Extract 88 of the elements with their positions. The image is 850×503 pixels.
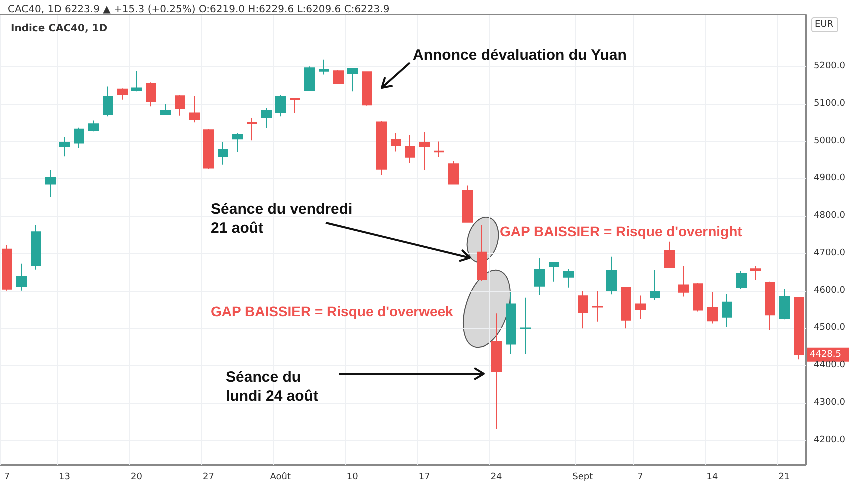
x-tick-label: 24 (490, 472, 503, 482)
candlestick (693, 282, 703, 312)
candlestick (448, 160, 459, 186)
x-tick-label: 21 (778, 472, 790, 482)
candlestick (779, 288, 790, 320)
candlestick (146, 82, 156, 108)
candlestick (434, 141, 444, 158)
candlestick (203, 128, 214, 170)
candlestick (247, 118, 257, 142)
candlestick (462, 185, 473, 224)
y-tick-label: 4400.0 (814, 360, 846, 371)
candlestick (131, 70, 142, 92)
candlestick (103, 86, 113, 118)
text: EUR (815, 20, 834, 30)
annotation: GAP BAISSIER = Risque d'overnight (500, 224, 743, 240)
annotation: GAP BAISSIER = Risque d'overweek (211, 304, 454, 320)
annotation: Annonce dévaluation du Yuan (413, 47, 627, 64)
y-tick-label: 4200.0 (814, 435, 846, 446)
x-tick-label: 13 (59, 472, 70, 482)
x-tick-label: 14 (706, 472, 718, 482)
candlestick (722, 294, 732, 328)
candlestick (117, 88, 128, 100)
candlestick (232, 132, 243, 153)
x-tick-label: 17 (418, 472, 430, 482)
candlestick (750, 266, 761, 280)
y-tick-label: 4500.0 (814, 323, 846, 334)
candlestick (160, 103, 171, 116)
candlestick (635, 295, 646, 320)
text: 4428.5 (810, 350, 842, 360)
candlestick (175, 94, 185, 116)
annotation: Séance du lundi 24 août (226, 369, 319, 405)
candlestick (405, 134, 415, 164)
candlestick (275, 94, 286, 118)
candlestick (621, 286, 631, 330)
y-tick-label: 4900.0 (814, 174, 846, 184)
candlestick (563, 269, 574, 288)
candlestick (606, 256, 617, 296)
chart-subtitle: CAC40, 1D 6223.9 ▲ +15.3 (+0.25%) O:6219.0 H:6229.6 L:6209.6 C:6223.9 (8, 4, 390, 16)
candlestick (45, 170, 56, 198)
x-tick-label: 20 (131, 472, 143, 482)
x-tick-label: 7 (4, 472, 10, 482)
candlestick (592, 290, 603, 322)
candlestick (707, 291, 718, 324)
candlestick (491, 313, 502, 430)
annotation: Séance du vendredi 21 août (211, 201, 353, 237)
candlestick (765, 281, 775, 331)
candlestick (736, 270, 747, 290)
candlestick (304, 66, 315, 92)
candlestick (376, 121, 387, 176)
y-tick-label: 5000.0 (814, 136, 846, 146)
candlestick (549, 262, 559, 282)
candlestick (664, 241, 675, 269)
candlestick (2, 244, 12, 292)
x-tick-label: 27 (202, 472, 214, 482)
candlestick (650, 270, 660, 301)
candlestick (74, 127, 84, 149)
x-tick-label: 10 (346, 472, 359, 482)
candlestick (88, 120, 99, 132)
candlestick (578, 290, 588, 330)
y-tick-label: 4600.0 (814, 286, 846, 296)
candlestick (347, 68, 358, 92)
y-tick-label: 4300.0 (814, 398, 846, 408)
candlestick (534, 258, 545, 296)
x-tick-label: Août (270, 472, 292, 482)
candlestick (261, 108, 272, 129)
x-tick-label: 7 (638, 472, 644, 482)
candlestick (333, 70, 344, 85)
candlestick (189, 96, 200, 124)
y-tick-label: 4700.0 (814, 248, 846, 258)
candlestick (419, 132, 430, 171)
candlestick (520, 297, 531, 355)
candlestick (319, 59, 329, 76)
x-tick-label: Sept (572, 472, 594, 482)
text: Indice CAC40, 1D (11, 24, 108, 34)
candlestick (59, 136, 70, 158)
y-tick-label: 5200.0 (814, 62, 846, 72)
candlestick (477, 224, 487, 282)
candlestick (290, 97, 300, 114)
candlestick (31, 224, 41, 270)
candlestick (391, 132, 401, 152)
y-tick-label: 5100.0 (814, 98, 846, 109)
candlestick (362, 71, 372, 106)
candlestick (506, 291, 516, 355)
candlestick (794, 297, 804, 360)
y-tick-label: 4800.0 (814, 211, 846, 222)
candlestick (218, 142, 228, 166)
candlestick (16, 263, 27, 292)
candlestick (678, 266, 689, 298)
